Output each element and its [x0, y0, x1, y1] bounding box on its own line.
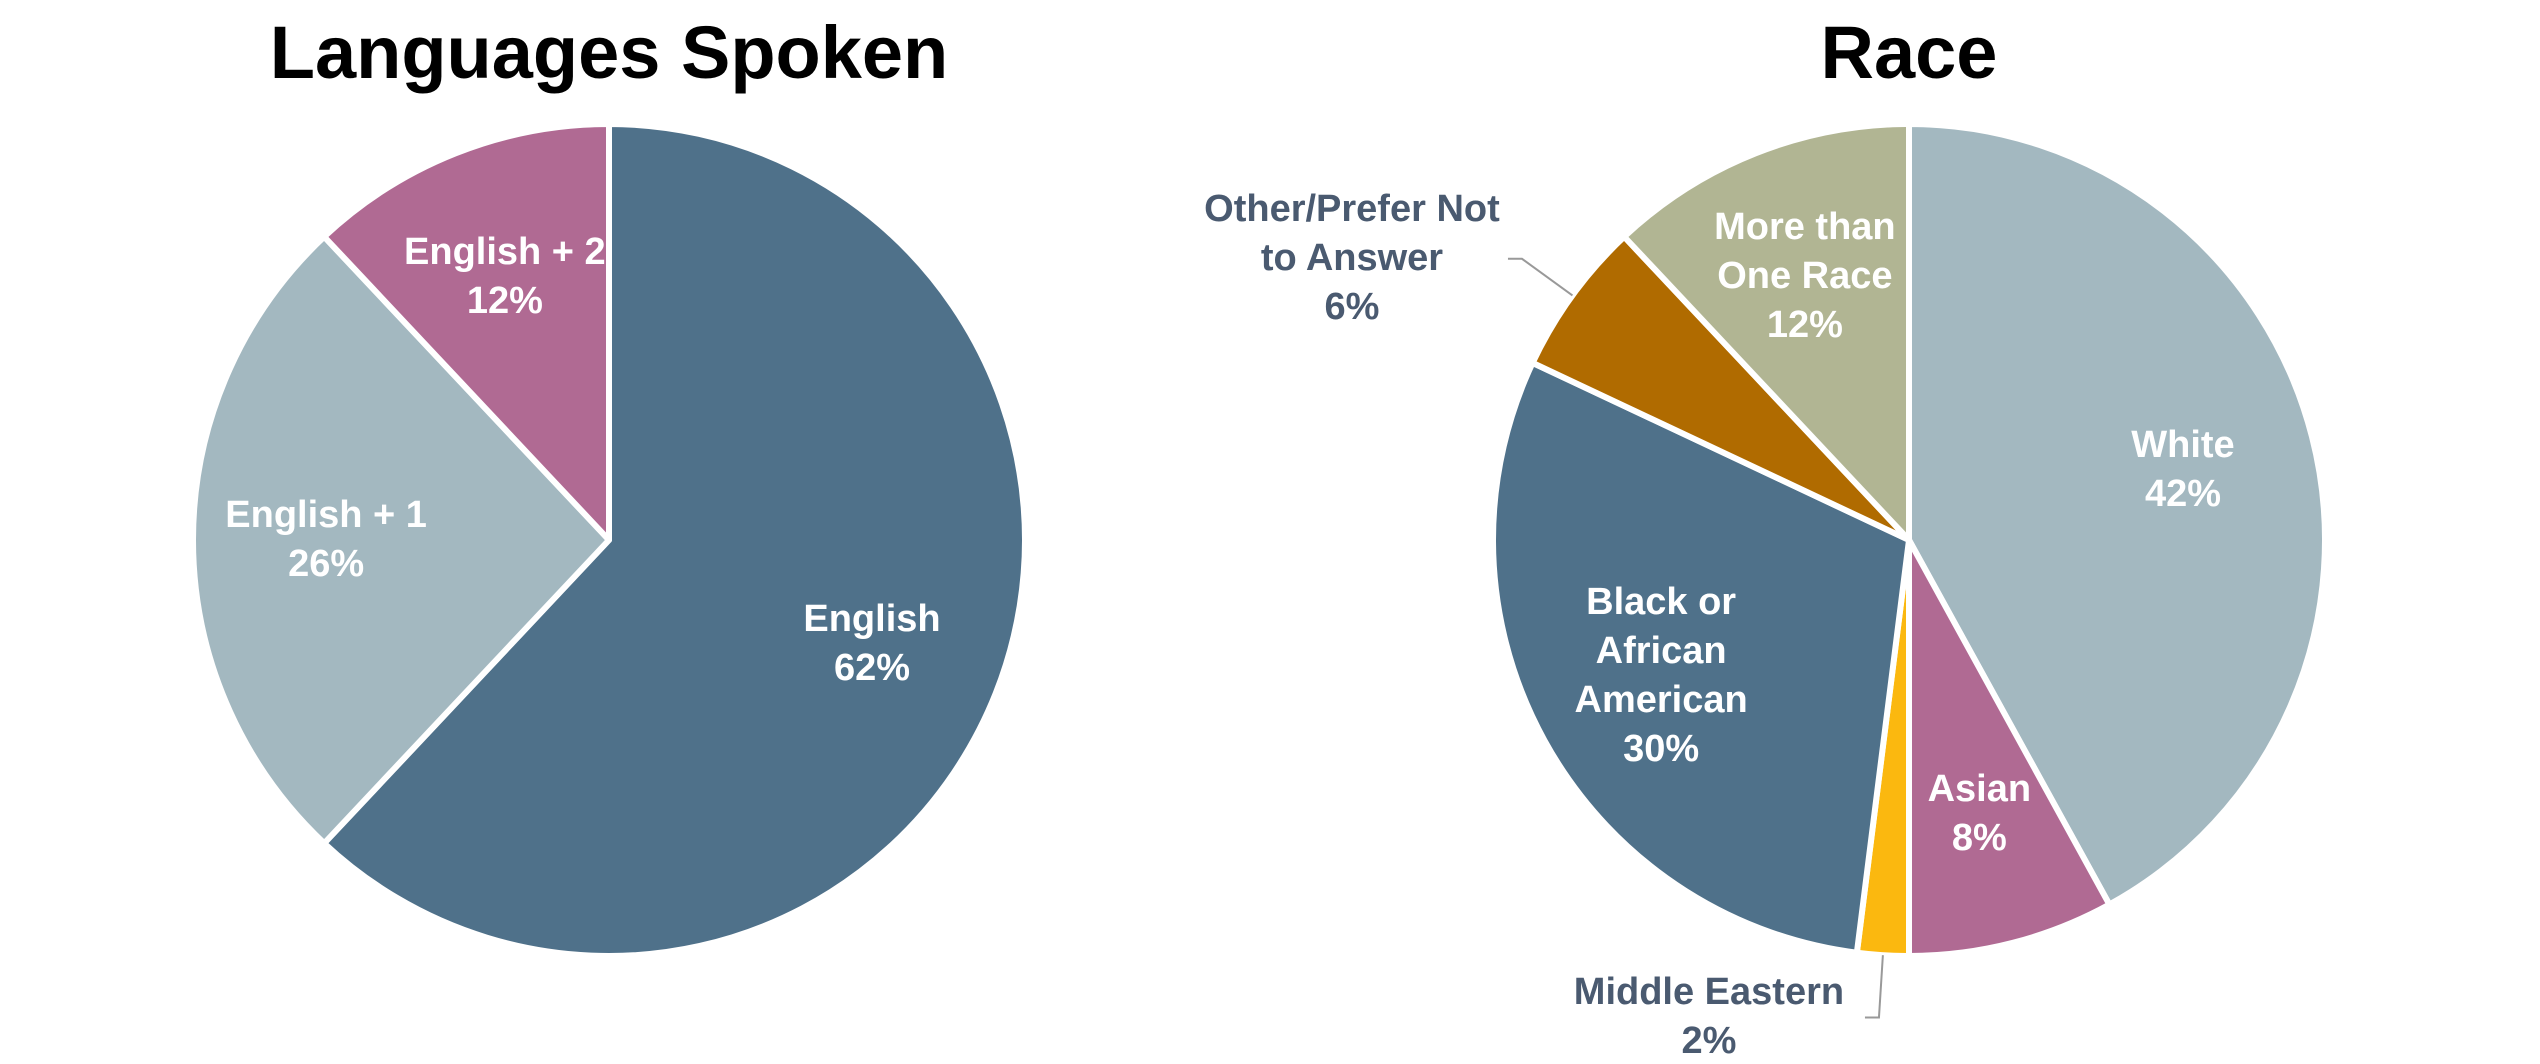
category-label: White — [2131, 423, 2235, 466]
value-label: 6% — [1324, 286, 1380, 329]
slice-label: White 42% — [2073, 421, 2293, 519]
slice-label: Middle Eastern 2% — [1559, 968, 1859, 1064]
pie-slice — [1906, 537, 2113, 959]
value-label: 8% — [1951, 816, 2007, 859]
slice-label: Asian 8% — [1869, 765, 2089, 863]
category-label: More than One Race — [1714, 206, 1896, 298]
pie-slice — [321, 121, 1028, 959]
chart-title: Languages Spoken — [269, 11, 949, 94]
category-label: Asian — [1927, 767, 2032, 810]
value-label: 62% — [833, 647, 911, 690]
category-label: English — [803, 598, 941, 641]
slice-label: English 62% — [762, 595, 982, 693]
pie-slice — [1621, 121, 1912, 543]
value-label: 12% — [466, 279, 543, 322]
value-label: 42% — [2144, 472, 2222, 515]
pie-slice — [1489, 359, 1912, 956]
slice-label: English + 1 26% — [216, 491, 436, 589]
slice-label: Other/Prefer Not to Answer 6% — [1202, 185, 1502, 332]
leader-line — [1864, 955, 1884, 1019]
pie-slice — [321, 121, 612, 543]
category-label: English + 1 — [225, 494, 427, 536]
value-label: 30% — [1623, 728, 1700, 771]
slice-label: English + 2 12% — [395, 228, 615, 326]
category-label: Middle Eastern — [1573, 971, 1845, 1014]
leader-line — [1507, 257, 1574, 297]
value-label: 12% — [1766, 304, 1843, 347]
slice-label: Black or African American 30% — [1551, 578, 1771, 774]
category-label: Black or African American — [1574, 581, 1748, 722]
value-label: 2% — [1681, 1020, 1737, 1063]
slice-label: More than One Race 12% — [1695, 203, 1915, 350]
value-label: 26% — [288, 543, 365, 585]
chart-title: Race — [1820, 11, 1998, 94]
category-label: English + 2 — [404, 230, 606, 273]
category-label: Other/Prefer Not to Answer — [1204, 188, 1500, 280]
pie-slice — [190, 233, 612, 847]
pie-slice — [1906, 121, 2328, 908]
